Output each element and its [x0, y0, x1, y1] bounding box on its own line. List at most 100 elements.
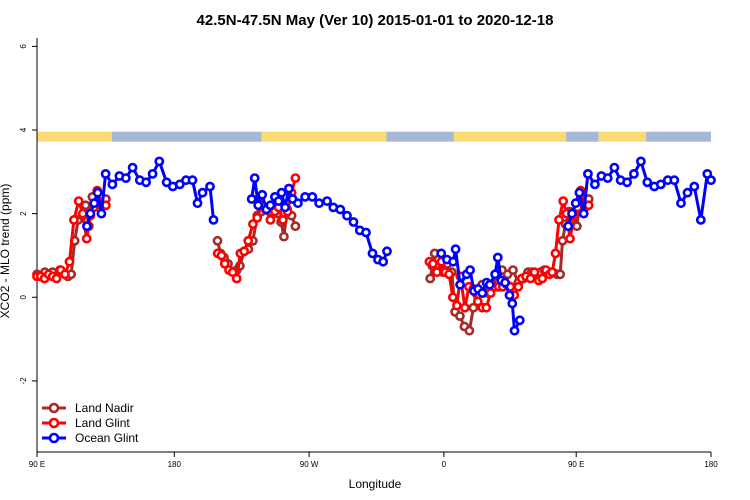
data-point-land-glint: [231, 273, 242, 284]
data-point-ocean-glint: [676, 198, 686, 209]
y-tick-label: 2: [19, 211, 28, 216]
data-point-land-glint: [427, 258, 438, 269]
data-point-land-nadir: [290, 221, 301, 232]
data-point-ocean-glint: [570, 198, 581, 209]
band-segment-land: [453, 131, 567, 142]
data-point-land-glint: [447, 292, 458, 303]
data-point-ocean-glint: [500, 277, 510, 288]
data-point-land-glint: [290, 173, 301, 183]
data-point-land-glint: [459, 302, 470, 313]
data-point-land-glint: [69, 214, 79, 225]
band-segment-ocean: [566, 131, 599, 142]
data-point-land-glint: [472, 296, 483, 307]
x-tick-label: 90 E: [29, 460, 45, 469]
data-point-land-nadir: [555, 269, 566, 280]
data-point-land-nadir: [464, 325, 475, 336]
data-point-land-glint: [550, 248, 561, 259]
data-point-ocean-glint: [127, 162, 138, 173]
data-point-land-glint: [64, 256, 75, 267]
legend-marker-land-glint: [48, 417, 60, 429]
data-point-ocean-glint: [477, 288, 488, 298]
data-point-ocean-glint: [367, 248, 378, 259]
data-point-ocean-glint: [100, 168, 111, 179]
data-point-land-nadir: [425, 273, 436, 284]
data-point-ocean-glint: [655, 179, 666, 190]
data-point-ocean-glint: [121, 173, 131, 183]
data-point-land-glint: [481, 302, 492, 313]
band-segment-land: [261, 131, 387, 142]
data-point-ocean-glint: [682, 187, 693, 198]
y-tick-label: 0: [19, 294, 28, 299]
data-point-land-glint: [431, 267, 442, 278]
data-point-land-glint: [537, 273, 548, 284]
x-tick-label: 90 W: [300, 460, 319, 469]
data-point-ocean-glint: [253, 200, 264, 211]
data-point-ocean-glint: [609, 162, 620, 173]
band-segment-ocean: [111, 131, 262, 142]
data-point-ocean-glint: [154, 156, 165, 167]
data-point-ocean-glint: [465, 265, 475, 275]
series-land-nadir: [32, 191, 594, 336]
data-point-land-glint: [239, 246, 250, 257]
data-point-land-glint: [216, 250, 227, 261]
data-point-ocean-glint: [92, 187, 103, 198]
data-point-land-nadir: [454, 311, 465, 321]
y-tick-label: 4: [19, 127, 28, 132]
data-point-ocean-glint: [257, 189, 268, 200]
data-point-land-glint: [77, 208, 88, 219]
data-point-ocean-glint: [484, 279, 495, 290]
data-point-land-glint: [529, 267, 540, 278]
series-ocean-glint: [82, 156, 716, 336]
data-point-ocean-glint: [348, 217, 359, 227]
data-point-ocean-glint: [292, 198, 303, 209]
data-point-land-nadir: [80, 200, 91, 211]
land-ocean-band: [37, 131, 711, 142]
data-point-land-glint: [247, 219, 258, 229]
data-point-ocean-glint: [490, 269, 500, 280]
data-point-land-glint: [243, 235, 254, 246]
data-point-ocean-glint: [249, 173, 260, 183]
data-point-ocean-glint: [307, 191, 318, 202]
data-point-ocean-glint: [602, 173, 613, 183]
data-point-ocean-glint: [629, 168, 639, 179]
data-point-ocean-glint: [563, 221, 574, 232]
y-tick-label: 6: [19, 44, 28, 49]
series-layer: [32, 156, 716, 336]
data-point-ocean-glint: [574, 187, 585, 198]
data-point-ocean-glint: [246, 194, 257, 204]
data-point-ocean-glint: [314, 198, 324, 209]
data-point-ocean-glint: [706, 175, 716, 186]
legend-marker-ocean-glint: [48, 432, 60, 444]
data-point-land-glint: [554, 214, 564, 225]
data-point-land-nadir: [572, 221, 582, 232]
data-point-land-glint: [444, 269, 454, 280]
x-tick-label: 0: [442, 460, 447, 469]
data-point-land-glint: [51, 273, 62, 284]
legend-label-land-glint: Land Glint: [75, 416, 130, 430]
data-point-ocean-glint: [455, 279, 465, 290]
y-axis-label: XCO2 - MLO trend (ppm): [0, 184, 12, 319]
x-tick-label: 180: [704, 460, 718, 469]
data-point-land-glint: [451, 300, 462, 311]
data-point-land-glint: [277, 214, 288, 225]
band-segment-ocean: [646, 131, 711, 142]
data-point-ocean-glint: [265, 200, 276, 211]
data-point-land-nadir: [508, 265, 518, 275]
data-point-ocean-glint: [514, 315, 525, 326]
data-point-ocean-glint: [197, 187, 208, 198]
x-tick-label: 90 E: [568, 460, 584, 469]
x-axis-label: Longitude: [349, 477, 402, 491]
data-point-ocean-glint: [280, 202, 290, 213]
data-point-ocean-glint: [622, 177, 632, 188]
data-point-ocean-glint: [276, 187, 287, 198]
data-point-ocean-glint: [273, 196, 284, 206]
data-point-ocean-glint: [187, 175, 198, 186]
data-point-land-glint: [81, 233, 92, 244]
chart-title: 42.5N-47.5N May (Ver 10) 2015-01-01 to 2…: [197, 12, 554, 29]
legend-label-ocean-glint: Ocean Glint: [75, 431, 139, 445]
data-point-ocean-glint: [590, 179, 600, 190]
data-point-ocean-glint: [96, 208, 107, 219]
data-point-ocean-glint: [689, 181, 700, 192]
